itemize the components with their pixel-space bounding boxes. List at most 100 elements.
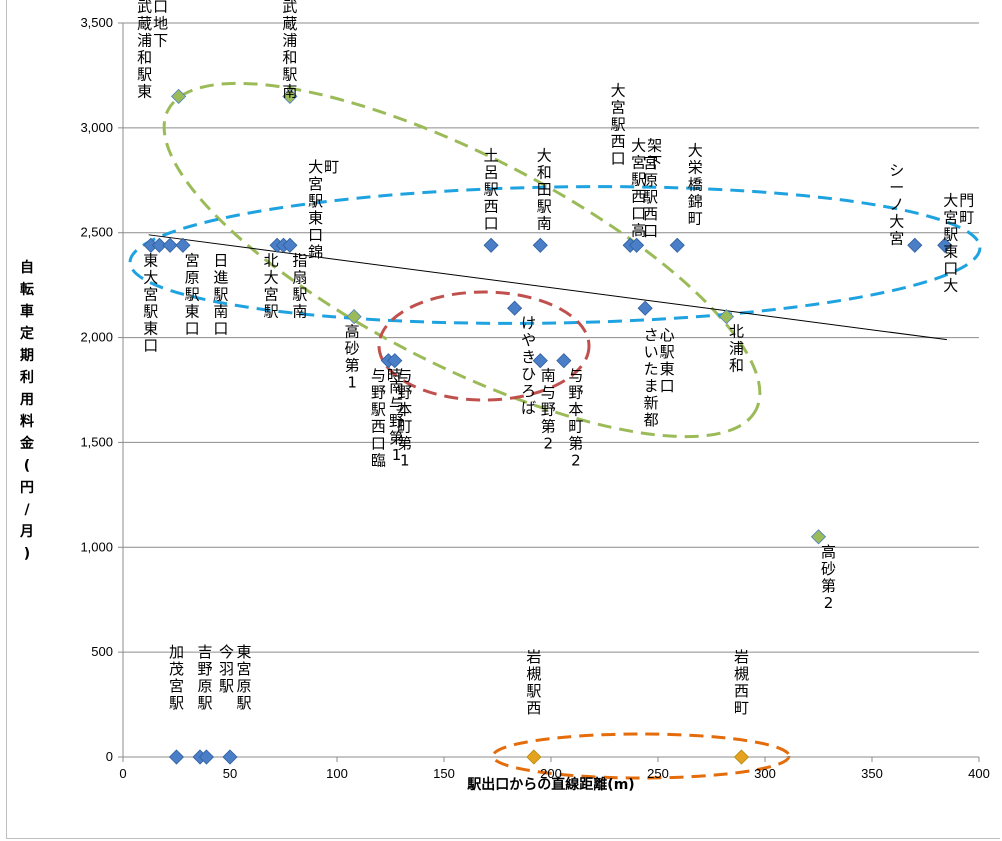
point-label: 岩槻駅西 [526, 648, 541, 717]
point-label: 南与野第 2 [541, 367, 556, 453]
y-axis-title-char: 利 [20, 369, 34, 386]
group-ellipse [491, 732, 791, 780]
y-tick-label: 3,500 [80, 15, 113, 30]
point-label: 大宮駅西口高架下 [631, 136, 662, 239]
trend-line [148, 234, 947, 341]
point-label: 宮原駅西口 [643, 154, 658, 240]
y-axis-title-char: / [24, 502, 30, 518]
data-point [171, 88, 187, 104]
y-axis-title-char: 自 [20, 259, 34, 276]
x-tick-label: 150 [433, 766, 455, 781]
point-label: 南与野第 1 [389, 378, 404, 464]
y-tick-label: 2,500 [80, 225, 113, 240]
scatter-chart: 0 500 1,000 1,500 2,000 2,500 3,000 3,500 0 50 100… [19, 0, 990, 793]
point-label: 大宮駅東口大門町 [943, 191, 974, 294]
point-label: 指扇駅南 [292, 251, 307, 320]
point-label: 大和田駅南 [537, 146, 552, 232]
y-axis-title-char: ( [24, 458, 30, 474]
data-point [532, 237, 548, 253]
data-point [532, 353, 548, 369]
point-label: 吉野原駅 [198, 643, 213, 712]
data-point [810, 529, 827, 545]
point-label: さいたま新都心駅東口 [644, 326, 675, 429]
x-tick-label: 250 [647, 766, 669, 781]
point-label: 加茂宮駅 [169, 643, 184, 712]
data-point [507, 300, 523, 316]
data-point [669, 237, 685, 253]
y-axis-title-char: 料 [20, 413, 34, 430]
y-axis-title-char: ) [24, 546, 30, 562]
y-axis-title-char: 車 [20, 303, 34, 320]
trend-line-group [148, 234, 947, 341]
data-point [282, 88, 298, 104]
point-label: 北浦和 [729, 323, 744, 375]
x-tick-label: 0 [119, 766, 126, 781]
point-label: 今羽駅 [219, 643, 234, 695]
gridlines [123, 22, 979, 653]
data-point [222, 749, 238, 765]
data-point [733, 749, 750, 765]
data-point [282, 237, 298, 253]
y-axis-title: 自転車定期利用料金 ( 円 / 月) [19, 259, 35, 562]
data-point [175, 237, 191, 253]
x-tick-label: 200 [540, 766, 562, 781]
point-label: 与野本町第 2 [568, 367, 583, 470]
point-label: 与野駅西口臨時 [371, 367, 402, 470]
axes: 0 500 1,000 1,500 2,000 2,500 3,000 3,500 0 50 100… [80, 15, 989, 781]
y-axis-title-char: 月 [19, 524, 34, 540]
point-label: 日進駅南口 [213, 251, 228, 337]
y-axis-title-char: 定 [20, 325, 34, 342]
point-label: 武蔵浦和駅東口地下 [137, 0, 168, 100]
data-point [629, 237, 645, 253]
data-point [718, 309, 735, 325]
point-label: 東大宮駅東口 [143, 251, 158, 354]
x-tick-label: 350 [861, 766, 883, 781]
y-tick-label: 500 [91, 644, 113, 659]
point-label: 武蔵浦和駅南 [282, 0, 297, 100]
point-label: 高砂第 2 [821, 543, 836, 612]
y-tick-label: 0 [106, 749, 113, 764]
y-tick-label: 2,000 [80, 330, 113, 345]
x-tick-label: 100 [326, 766, 348, 781]
y-tick-label: 3,000 [80, 120, 113, 135]
group-ellipse [128, 185, 982, 325]
data-point [162, 237, 178, 253]
data-point [637, 300, 653, 316]
point-label: シーノ大宮 [889, 161, 904, 247]
data-point [556, 353, 572, 369]
group-ellipses [128, 81, 982, 780]
point-label: 与野本町第 1 [397, 367, 412, 470]
y-tick-label: 1,500 [80, 434, 113, 449]
point-label: 大栄橋錦町 [688, 141, 703, 227]
point-label: けやきひろば [521, 314, 536, 417]
point-label: 土呂駅西口 [484, 146, 499, 232]
data-point [526, 749, 542, 765]
x-tick-label: 50 [223, 766, 237, 781]
chart-area: 0 500 1,000 1,500 2,000 2,500 3,000 3,500 0 50 100… [6, 0, 1000, 839]
group-ellipse [162, 81, 762, 439]
y-axis-title-char: 転 [20, 281, 34, 298]
y-axis-title-char: 金 [19, 435, 35, 452]
point-label: 東宮原駅 [236, 643, 251, 712]
data-point [483, 237, 499, 253]
y-axis-title-char: 用 [20, 392, 34, 408]
group-ellipse [377, 290, 591, 402]
data-points [143, 88, 953, 765]
point-label: 岩槻西町 [734, 648, 749, 717]
point-label: 北大宮駅 [264, 251, 279, 320]
point-label: 大宮駅西口 [611, 81, 626, 167]
data-point [198, 749, 215, 765]
point-label: 宮原駅東口 [185, 251, 200, 337]
y-tick-label: 1,000 [80, 539, 113, 554]
data-point [387, 353, 403, 369]
point-label: 高砂第 1 [345, 323, 360, 392]
data-point [151, 237, 167, 253]
y-axis-title-char: 円 [20, 480, 34, 496]
x-axis-title: 駅出口からの直線距離(m) [467, 776, 634, 793]
y-axis-title-char: 期 [20, 348, 34, 364]
data-point [346, 309, 362, 325]
data-point [168, 749, 185, 765]
data-point [907, 237, 923, 253]
data-point [937, 237, 953, 253]
